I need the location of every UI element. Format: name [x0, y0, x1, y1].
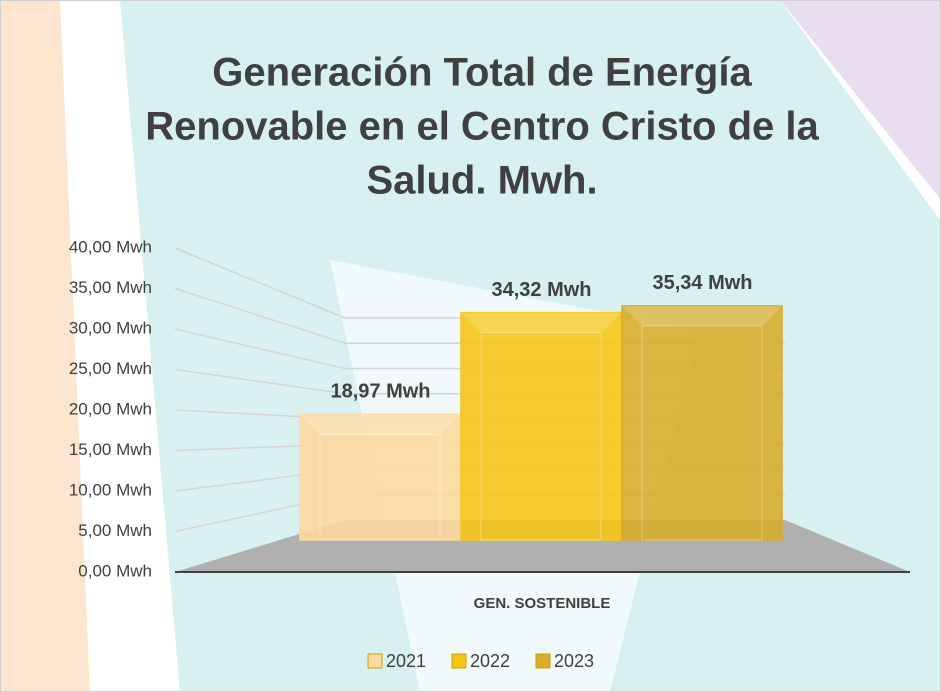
y-tick-label: 15,00 Mwh: [69, 440, 152, 459]
data-label: 35,34 Mwh: [652, 272, 752, 294]
bar: [460, 311, 622, 541]
bar-bevel: [300, 414, 460, 435]
chart-title: Renovable en el Centro Cristo de la: [145, 105, 819, 149]
y-tick-label: 0,00 Mwh: [78, 561, 152, 580]
bar-inner: [641, 325, 763, 541]
y-tick-label: 5,00 Mwh: [78, 521, 152, 540]
bar: [299, 413, 461, 541]
chart-title: Generación Total de Energía: [212, 51, 752, 95]
bar-bevel: [461, 312, 621, 333]
y-tick-label: 25,00 Mwh: [69, 359, 152, 378]
y-tick-label: 20,00 Mwh: [69, 399, 152, 418]
y-tick-label: 35,00 Mwh: [69, 278, 152, 297]
data-label: 34,32 Mwh: [491, 279, 591, 301]
bar: [621, 305, 783, 541]
legend-label: 2022: [470, 651, 510, 671]
decor: [0, 0, 90, 692]
decor: [780, 0, 941, 200]
y-tick-label: 30,00 Mwh: [69, 318, 152, 337]
bar-bevel: [622, 305, 782, 326]
legend-swatch: [367, 653, 383, 669]
bar-inner: [480, 332, 602, 541]
data-label: 18,97 Mwh: [330, 381, 430, 403]
legend-label: 2023: [554, 651, 594, 671]
legend-swatch: [451, 653, 467, 669]
y-tick-label: 40,00 Mwh: [69, 237, 152, 256]
legend-label: 2021: [386, 651, 426, 671]
chart-title: Salud. Mwh.: [366, 159, 597, 203]
y-tick-label: 10,00 Mwh: [69, 480, 152, 499]
legend-swatch: [535, 653, 551, 669]
bar-inner: [319, 433, 441, 541]
x-tick-label: GEN. SOSTENIBLE: [474, 595, 611, 612]
